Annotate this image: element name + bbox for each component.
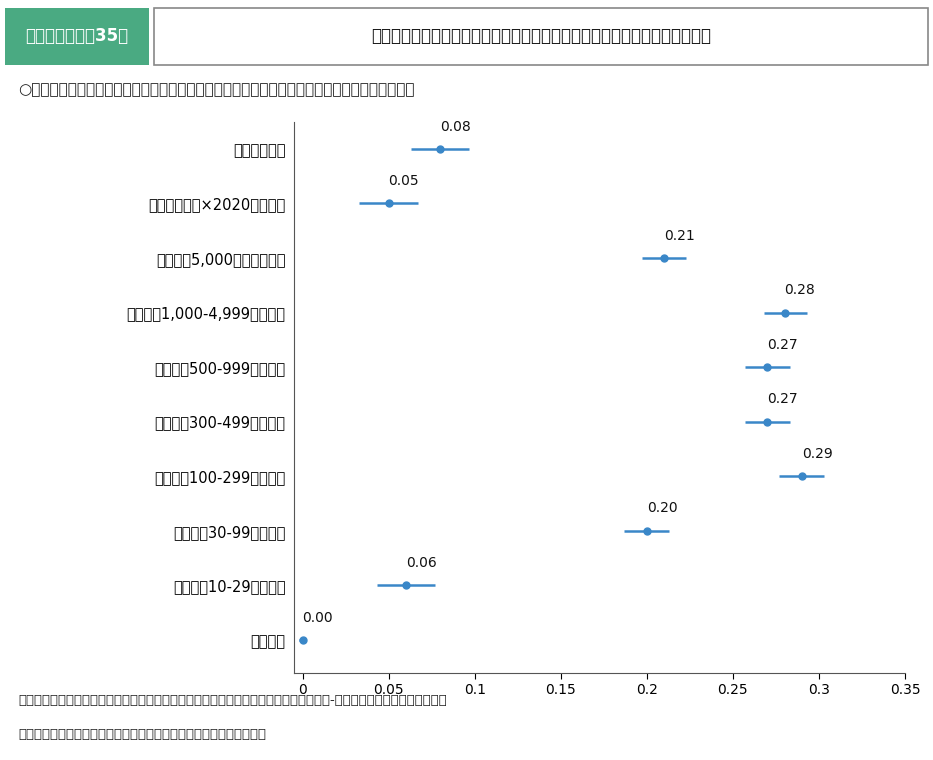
Text: 0.08: 0.08 bbox=[440, 119, 471, 134]
Text: 第２－（３）－35図: 第２－（３）－35図 bbox=[25, 27, 129, 45]
Text: 0.05: 0.05 bbox=[388, 174, 419, 188]
Text: 0.21: 0.21 bbox=[664, 229, 695, 242]
Text: 0.27: 0.27 bbox=[767, 392, 798, 407]
Text: ○　同一労働同一賃金は非正規雇用労働者への賞与支給事業所割合を約５％上昇させた可能性。: ○ 同一労働同一賃金は非正規雇用労働者への賞与支給事業所割合を約５％上昇させた可… bbox=[19, 82, 415, 97]
Bar bbox=[154, 8, 928, 65]
Text: 0.27: 0.27 bbox=[767, 337, 798, 352]
Text: 0.29: 0.29 bbox=[801, 447, 832, 461]
Text: ＥＢＰＭの推進に係る若手・中堅プロジェクトチームにて独自集計: ＥＢＰＭの推進に係る若手・中堅プロジェクトチームにて独自集計 bbox=[19, 728, 267, 742]
Text: 0.06: 0.06 bbox=[406, 556, 437, 570]
Bar bbox=[5, 8, 149, 65]
Text: 0.00: 0.00 bbox=[302, 610, 333, 625]
Text: 0.20: 0.20 bbox=[647, 502, 677, 515]
Text: 同一労働同一賃金による非正規雇用労働者への賞与支給事業所割合への影響: 同一労働同一賃金による非正規雇用労働者への賞与支給事業所割合への影響 bbox=[371, 27, 711, 45]
Text: 資料出所　厚生労働省「賃金構造基本統計調査」、総務省・経済産業省「経済センサス-活動調査」の個票を厚生労働省: 資料出所 厚生労働省「賃金構造基本統計調査」、総務省・経済産業省「経済センサス-… bbox=[19, 695, 447, 708]
Text: 0.28: 0.28 bbox=[785, 283, 815, 297]
